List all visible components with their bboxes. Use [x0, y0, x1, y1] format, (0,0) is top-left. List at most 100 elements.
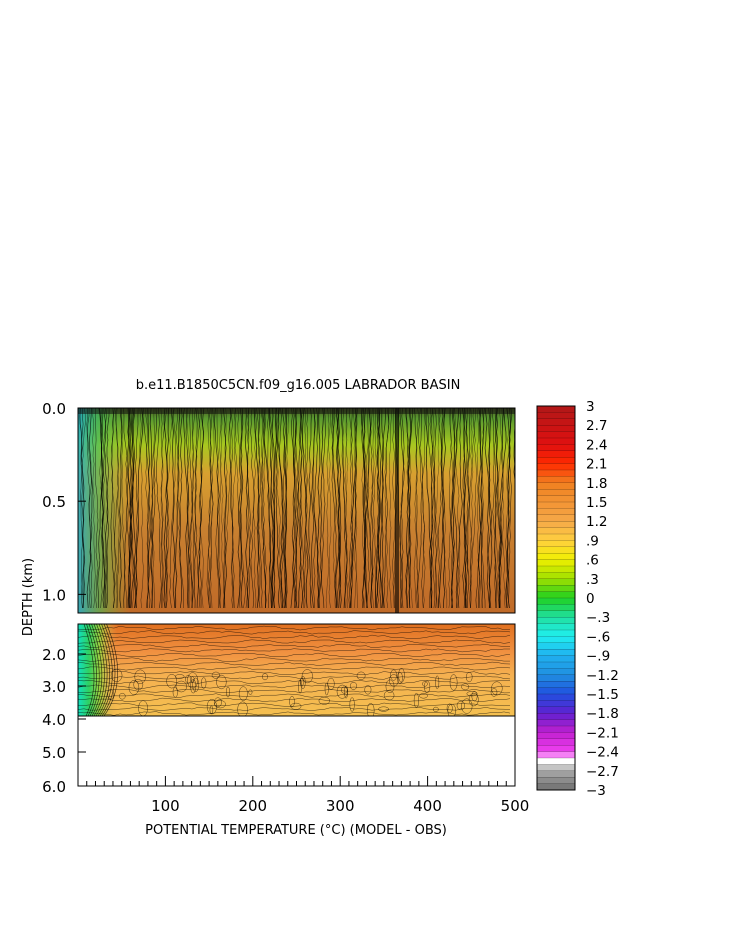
contour-loop: [301, 669, 313, 684]
lower-contours: [78, 624, 511, 716]
contour-line: [244, 408, 249, 609]
lower-y-ticks: 2.0 3.0 4.0 5.0 6.0: [42, 646, 86, 796]
contour-line: [293, 408, 298, 609]
contour-loop: [398, 667, 405, 683]
contour-line: [262, 408, 267, 609]
contour-line: [103, 624, 118, 716]
contour-line: [219, 408, 225, 609]
colorbar-tick-label: .3: [586, 572, 599, 588]
contour-line: [88, 624, 100, 716]
x-tick-label: 300: [326, 797, 355, 815]
colorbar-band: [536, 764, 576, 772]
contour-line: [284, 408, 290, 609]
contour-line: [123, 408, 131, 609]
colorbar-tick-label: 1.5: [586, 495, 607, 511]
contour-line: [78, 697, 511, 702]
contour-line: [218, 408, 223, 609]
contour-line: [99, 408, 108, 609]
contour-loop: [389, 674, 399, 687]
colorbar-band: [536, 540, 576, 548]
contour-line: [437, 408, 443, 609]
colorbar-band: [536, 674, 576, 682]
contour-loop: [226, 686, 230, 698]
contour-line: [449, 408, 453, 609]
colorbar-band: [536, 578, 576, 586]
contour-line: [469, 408, 477, 609]
contour-loop: [172, 686, 178, 698]
contour-line: [206, 408, 215, 609]
contour-loop: [318, 696, 330, 705]
contour-line: [78, 634, 511, 640]
colorbar-band: [536, 533, 576, 541]
contour-line: [101, 624, 116, 716]
contour-line: [78, 693, 511, 698]
contour-loop: [134, 669, 146, 684]
contour-line: [183, 408, 189, 609]
contour-loop: [461, 698, 473, 714]
contour-line: [431, 408, 436, 609]
contour-line: [110, 408, 115, 609]
colorbar-band: [536, 425, 576, 433]
colorbar-band: [536, 636, 576, 644]
contour-line: [369, 408, 374, 609]
upper-contours: [78, 408, 515, 613]
contour-line: [187, 408, 194, 609]
contour-line: [422, 408, 426, 609]
contour-line: [106, 408, 110, 609]
contour-line: [78, 630, 511, 635]
colorbar-band: [536, 700, 576, 708]
contour-line: [481, 408, 486, 609]
colorbar-band: [536, 661, 576, 669]
colorbar-tick-label: 1.8: [586, 476, 607, 492]
contour-line: [417, 408, 423, 609]
colorbar-tick-label: .6: [586, 553, 599, 569]
colorbar-band: [536, 604, 576, 612]
contour-line: [79, 408, 86, 609]
y-tick-label: 6.0: [42, 778, 66, 796]
colorbar-tick-label: 2.4: [586, 437, 607, 453]
colorbar-band: [536, 681, 576, 689]
contour-line: [366, 408, 373, 609]
colorbar-band: [536, 405, 576, 413]
colorbar-band: [536, 623, 576, 631]
contour-line: [377, 408, 382, 609]
contour-loop: [237, 701, 248, 716]
contour-loop: [356, 671, 366, 680]
contour-line: [228, 408, 235, 609]
contour-line: [280, 408, 288, 609]
contour-loop: [383, 690, 395, 701]
x-tick-label: 400: [413, 797, 442, 815]
contour-loop: [289, 695, 295, 708]
contour-line: [246, 408, 251, 608]
contour-loop: [344, 685, 348, 699]
colorbar-tick-label: −1.5: [586, 687, 619, 703]
contour-line: [190, 408, 196, 609]
colorbar-tick-label: .9: [586, 533, 599, 549]
contour-loop: [349, 697, 355, 712]
contour-line: [301, 408, 309, 609]
contour-loop: [465, 672, 473, 683]
y-tick-label: 1.0: [42, 586, 66, 604]
contour-line: [383, 408, 390, 609]
colorbar: 3 2.7 2.4 2.1 1.8 1.5 1.2 .9 .6 .3 0 −.3 −.6 −.9 −1.2 −…: [536, 399, 619, 799]
contour-dense-top: [78, 408, 515, 414]
contour-line: [325, 408, 332, 609]
contour-line: [381, 408, 386, 609]
contour-line: [78, 657, 510, 662]
contour-line: [174, 408, 181, 609]
contour-loop: [449, 674, 458, 691]
contour-line: [455, 408, 463, 609]
colorbar-band: [536, 783, 576, 791]
contour-line: [354, 408, 358, 609]
contour-dense-band: [395, 408, 400, 613]
contour-line: [295, 408, 303, 609]
colorbar-band: [536, 693, 576, 701]
contour-line: [331, 408, 341, 609]
contour-loop: [490, 688, 498, 697]
colorbar-band: [536, 553, 576, 561]
contour-line: [78, 711, 511, 716]
colorbar-tick-label: −2.1: [586, 725, 619, 741]
contour-line: [313, 408, 320, 609]
y-tick-label: 3.0: [42, 678, 66, 696]
contour-line: [331, 408, 337, 609]
